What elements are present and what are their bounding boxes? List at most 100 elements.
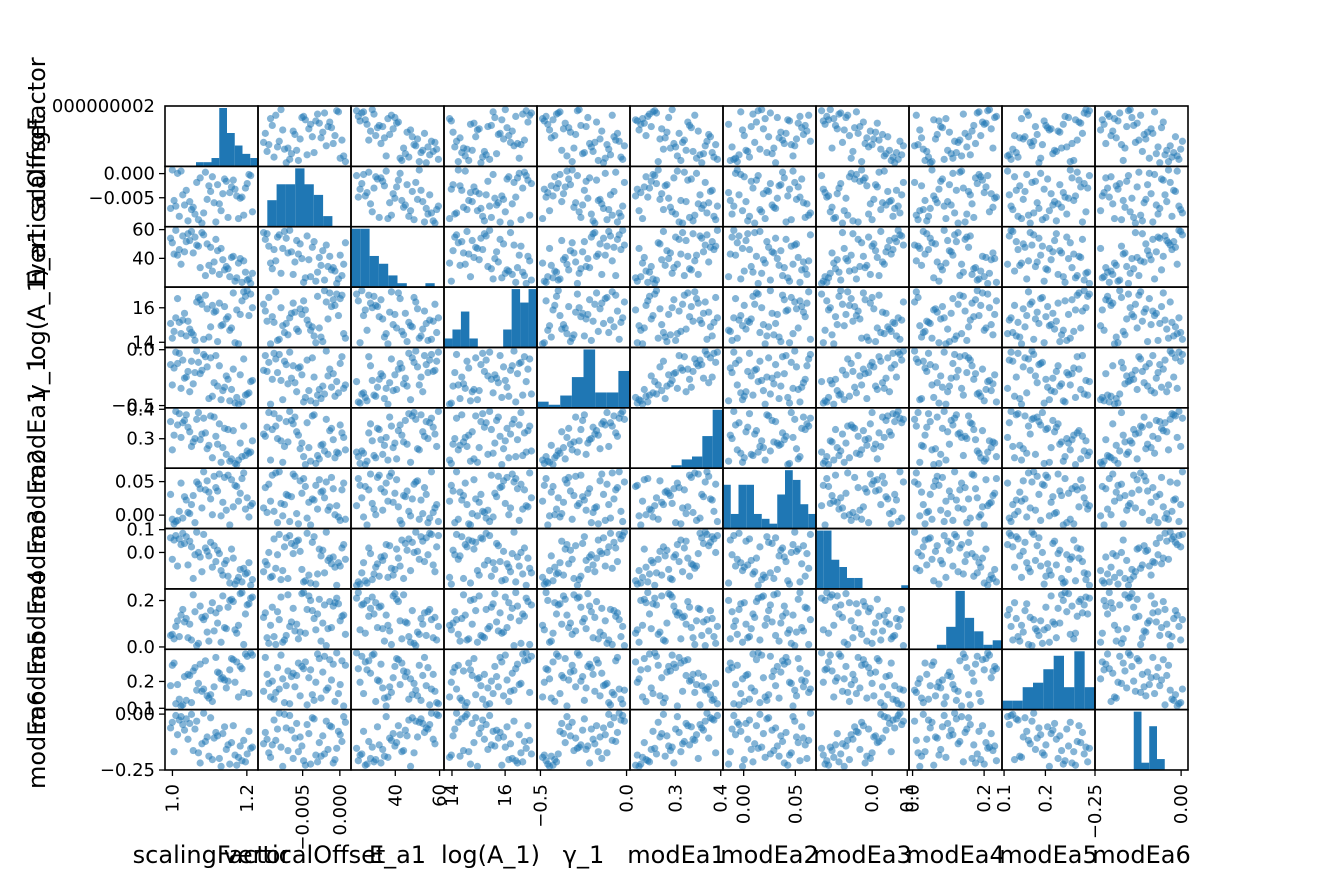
data-point [1056,487,1064,495]
data-point [912,355,920,363]
data-point [358,494,366,502]
data-point [352,290,361,298]
data-point [480,508,489,517]
data-point [608,640,616,649]
data-point [486,202,494,210]
data-point [1038,639,1047,647]
data-point [403,440,411,448]
data-point [675,352,683,360]
data-point [1126,576,1134,584]
data-point [280,227,289,236]
data-point [863,694,871,702]
data-point [234,340,243,348]
data-point [944,428,952,436]
data-point [598,270,606,279]
data-point [971,660,980,668]
data-point [728,233,736,241]
data-point [759,125,768,133]
data-point [658,592,666,600]
data-point [868,408,876,417]
data-point [635,244,643,253]
data-point [245,311,253,320]
data-point [401,150,409,158]
data-point [480,561,489,569]
data-point [947,201,955,209]
data-point [966,701,974,709]
data-point [1164,446,1173,454]
data-point [713,348,722,356]
data-point [828,249,836,257]
data-point [266,693,275,701]
data-point [615,209,623,217]
data-point [1123,450,1131,458]
data-point [482,151,490,159]
data-point [964,495,973,503]
data-point [526,355,534,363]
data-point [168,555,176,563]
data-point [466,457,475,465]
data-point [896,468,904,476]
data-point [422,159,430,167]
data-point [243,601,251,609]
data-point [338,136,346,144]
data-point [1152,374,1160,382]
data-point [789,611,797,619]
data-point [912,257,920,265]
data-point [180,309,189,317]
data-point [389,125,397,133]
data-point [1096,638,1105,646]
data-point [1147,592,1155,600]
data-point [668,376,676,385]
data-point [940,517,948,526]
data-point [305,444,313,452]
data-point [596,240,604,248]
data-point [806,137,815,145]
data-point [733,381,741,389]
data-point [726,327,734,335]
data-point [208,267,216,275]
data-point [222,625,230,633]
data-point [1005,151,1013,159]
data-point [878,627,887,635]
data-point [1063,210,1071,218]
data-point [1171,354,1180,362]
data-point [1137,640,1145,649]
data-point [877,227,885,236]
data-point [184,634,192,642]
data-point [487,572,495,580]
data-point [508,550,516,558]
data-point [873,455,881,463]
data-point [396,295,404,303]
data-point [738,126,747,134]
data-point [573,290,582,298]
data-point [585,602,594,610]
data-point [868,293,876,302]
data-point [396,617,404,625]
data-point [272,688,280,697]
data-point [1178,350,1187,359]
data-point [916,458,924,466]
data-point [1044,473,1052,482]
data-point [603,141,611,149]
data-point [1154,368,1162,377]
data-point [294,635,303,643]
data-point [968,362,976,370]
data-point [665,310,673,319]
data-point [1078,218,1087,226]
data-point [233,629,241,637]
data-point [945,128,954,136]
data-point [654,334,662,342]
data-point [675,557,683,566]
data-point [952,148,960,157]
data-point [489,170,497,179]
data-point [1100,326,1108,334]
data-point [917,261,926,269]
data-point [499,363,508,371]
data-point [487,471,495,479]
data-point [1024,469,1033,477]
data-point [745,245,754,254]
data-point [931,547,940,555]
data-point [1164,334,1173,342]
data-point [568,555,576,563]
data-point [193,178,201,187]
